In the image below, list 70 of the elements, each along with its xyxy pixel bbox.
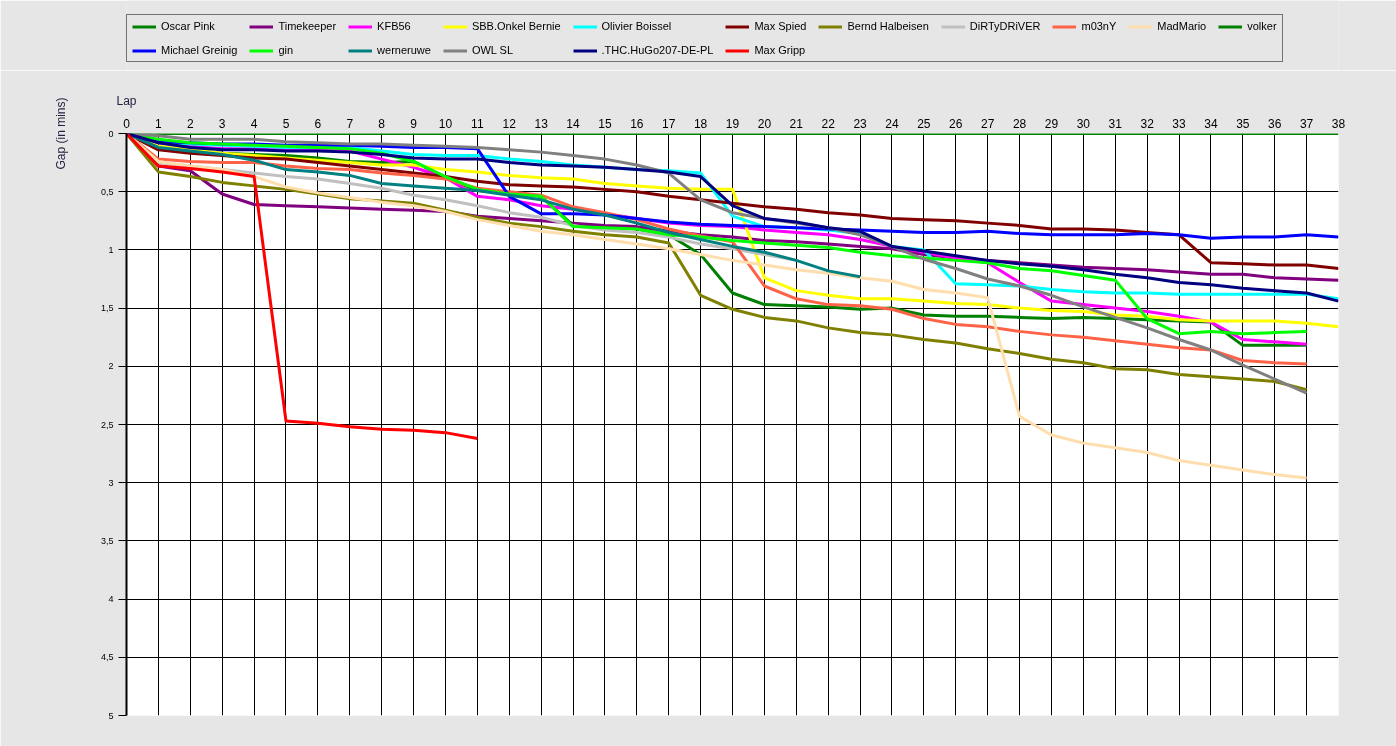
x-tick-label: 22 (821, 116, 836, 131)
x-tick-label: 7 (346, 116, 354, 131)
legend-label: .THC.HuGo207-DE-PL (601, 44, 714, 56)
legend-label: Olivier Boissel (601, 20, 672, 32)
x-tick-label: 4 (250, 116, 258, 131)
y-tick-label: 1,5 (100, 303, 114, 314)
x-tick-label: 3 (218, 116, 226, 131)
legend-label: Bernd Halbeisen (847, 20, 929, 32)
y-tick-label: 2 (108, 361, 114, 372)
x-tick-label: 28 (1012, 116, 1027, 131)
legend-label: SBB.Onkel Bernie (471, 20, 561, 32)
x-tick-label: 31 (1108, 116, 1123, 131)
y-axis-title: Gap (in mins) (53, 97, 68, 170)
x-tick-label: 12 (502, 116, 517, 131)
x-tick-label: 37 (1299, 116, 1314, 131)
legend-label: werneruwe (377, 44, 431, 56)
x-tick-label: 29 (1044, 116, 1059, 131)
legend-label: Oscar Pink (161, 20, 215, 32)
x-tick-label: 36 (1268, 116, 1282, 131)
legend-label: volker (1247, 20, 1277, 32)
x-tick-label: 17 (662, 116, 676, 131)
x-tick-label: 10 (438, 116, 453, 131)
x-tick-label: 2 (186, 116, 194, 131)
x-tick-label: 32 (1140, 116, 1155, 131)
y-tick-label: 2,5 (100, 419, 114, 430)
x-tick-label: 8 (378, 116, 386, 131)
legend-label: KFB56 (377, 20, 411, 32)
x-tick-label: 30 (1076, 116, 1091, 131)
x-tick-label: 11 (471, 116, 484, 131)
x-tick-label: 34 (1204, 116, 1218, 131)
x-tick-label: 24 (885, 116, 899, 131)
x-tick-label: 5 (282, 116, 290, 131)
x-tick-label: 0 (123, 116, 131, 131)
x-tick-label: 18 (693, 116, 708, 131)
x-tick-label: 25 (917, 116, 931, 131)
x-tick-label: 35 (1236, 116, 1250, 131)
legend-label: Michael Greinig (161, 44, 238, 56)
line-series (126, 133, 479, 440)
x-tick-label: 38 (1331, 116, 1346, 131)
x-tick-label: 6 (314, 116, 322, 131)
legend-label: Timekeeper (278, 20, 337, 32)
x-axis-title: Lap (116, 93, 137, 108)
legend-label: DiRTyDRiVER (969, 20, 1041, 32)
legend-label: Max Spied (754, 20, 807, 32)
x-tick-label: 19 (725, 116, 740, 131)
y-tick-label: 4 (108, 594, 114, 605)
x-tick-label: 16 (630, 116, 644, 131)
legend-label: Max Gripp (754, 44, 806, 56)
y-tick-label: 0 (108, 128, 114, 139)
legend-label: gin (278, 44, 295, 56)
y-tick-label: 3 (108, 477, 114, 488)
y-tick-label: 4,5 (100, 652, 114, 663)
x-tick-label: 14 (566, 116, 581, 131)
x-tick-label: 20 (757, 116, 772, 131)
x-tick-label: 15 (598, 116, 612, 131)
x-tick-label: 13 (534, 116, 549, 131)
y-tick-label: 5 (108, 710, 114, 721)
y-tick-label: 0,5 (100, 186, 114, 197)
y-tick-label: 3,5 (100, 535, 114, 546)
legend-label: OWL SL (471, 44, 514, 56)
x-tick-label: 33 (1172, 116, 1187, 131)
y-tick-label: 1 (108, 244, 114, 255)
x-tick-label: 9 (410, 116, 418, 131)
legend-label: MadMario (1157, 20, 1207, 32)
x-tick-label: 1 (155, 116, 163, 131)
x-tick-label: 27 (980, 116, 995, 131)
x-tick-label: 23 (853, 116, 868, 131)
x-tick-label: 26 (949, 116, 963, 131)
x-tick-label: 21 (789, 116, 804, 131)
legend-label: m03nY (1081, 20, 1117, 32)
